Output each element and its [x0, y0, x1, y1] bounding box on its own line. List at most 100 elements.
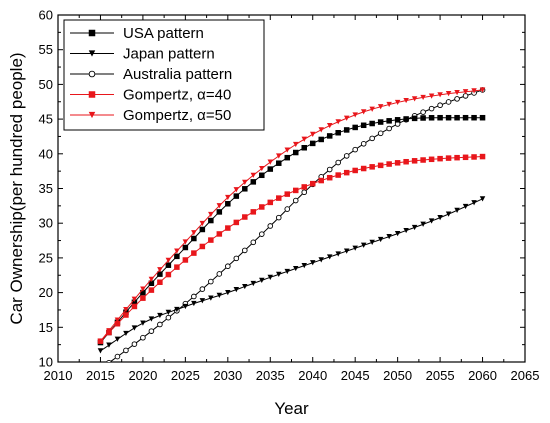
- data-point: [309, 131, 316, 137]
- y-tick-label: 10: [39, 355, 53, 370]
- data-point: [148, 316, 155, 322]
- data-point: [428, 115, 435, 121]
- data-point: [420, 157, 426, 163]
- data-point: [140, 286, 146, 292]
- data-point: [335, 251, 341, 257]
- data-point: [157, 321, 163, 328]
- data-point: [386, 101, 392, 108]
- data-point: [106, 342, 112, 348]
- y-tick-label: 40: [39, 146, 53, 161]
- data-point: [428, 218, 435, 224]
- data-point: [208, 278, 214, 285]
- data-point: [352, 167, 358, 174]
- data-point: [208, 211, 214, 218]
- series-line: [100, 89, 483, 342]
- data-point: [454, 114, 460, 121]
- data-point: [275, 214, 282, 221]
- data-point: [165, 257, 172, 263]
- data-point: [360, 242, 367, 248]
- y-tick-label: 50: [39, 77, 53, 92]
- data-point: [454, 90, 460, 96]
- y-tick-label: 25: [39, 250, 53, 265]
- legend-label: Australia pattern: [123, 66, 232, 83]
- data-point: [309, 180, 316, 187]
- data-point: [182, 257, 189, 263]
- data-point: [411, 96, 418, 102]
- data-point: [199, 286, 206, 292]
- data-point: [394, 117, 401, 123]
- series-2: [106, 87, 486, 362]
- data-point: [343, 169, 350, 176]
- data-point: [369, 120, 375, 127]
- data-point: [369, 164, 375, 170]
- x-tick-label: 2040: [298, 368, 327, 383]
- data-point: [225, 289, 231, 296]
- data-point: [233, 187, 240, 193]
- data-point: [428, 156, 435, 163]
- data-point: [352, 245, 358, 251]
- data-point: [394, 160, 401, 166]
- data-point: [182, 239, 189, 245]
- data-point: [437, 102, 443, 109]
- data-point: [114, 320, 121, 327]
- y-tick-label: 35: [39, 181, 53, 196]
- data-point: [131, 299, 138, 306]
- data-point: [386, 234, 392, 240]
- data-point: [191, 230, 197, 236]
- data-point: [343, 127, 350, 133]
- x-tick-label: 2065: [511, 368, 540, 383]
- data-point: [199, 298, 206, 304]
- data-point: [242, 186, 248, 192]
- data-point: [250, 179, 257, 185]
- data-point: [250, 209, 257, 215]
- data-point: [352, 124, 358, 131]
- data-point: [165, 262, 172, 268]
- data-point: [309, 140, 316, 147]
- data-point: [335, 159, 342, 166]
- data-point: [360, 122, 367, 129]
- data-point: [191, 293, 197, 300]
- data-point: [369, 239, 375, 246]
- data-point: [292, 197, 299, 204]
- series-line: [100, 198, 483, 352]
- x-tick-label: 2030: [213, 368, 242, 383]
- data-point: [377, 119, 384, 125]
- data-point: [437, 114, 443, 121]
- data-point: [386, 125, 392, 132]
- data-point: [301, 189, 308, 196]
- data-point: [471, 154, 477, 160]
- y-tick-label: 30: [39, 216, 53, 231]
- data-point: [123, 309, 129, 315]
- data-point: [292, 149, 299, 156]
- data-point: [292, 265, 299, 272]
- data-point: [292, 187, 299, 194]
- data-point: [318, 177, 324, 184]
- data-point: [131, 303, 138, 310]
- data-point: [225, 225, 231, 231]
- data-point: [250, 280, 257, 287]
- data-point: [123, 306, 129, 313]
- data-point: [97, 348, 104, 354]
- x-tick-label: 2015: [86, 368, 115, 383]
- data-point: [471, 114, 477, 121]
- data-point: [165, 271, 172, 278]
- data-point: [148, 287, 155, 293]
- x-tick-label: 2010: [44, 368, 73, 383]
- x-tick-label: 2050: [383, 368, 412, 383]
- series-line: [100, 156, 483, 342]
- data-point: [386, 118, 392, 124]
- data-point: [106, 359, 112, 362]
- data-point: [284, 147, 291, 153]
- data-point: [131, 296, 138, 302]
- data-point: [318, 136, 324, 143]
- data-point: [267, 159, 274, 165]
- data-point: [284, 268, 291, 275]
- data-point: [462, 89, 469, 95]
- data-point: [157, 312, 163, 319]
- data-point: [233, 193, 240, 199]
- data-point: [140, 295, 146, 301]
- data-point: [445, 155, 452, 161]
- legend-marker: [88, 111, 96, 119]
- data-point: [377, 236, 384, 243]
